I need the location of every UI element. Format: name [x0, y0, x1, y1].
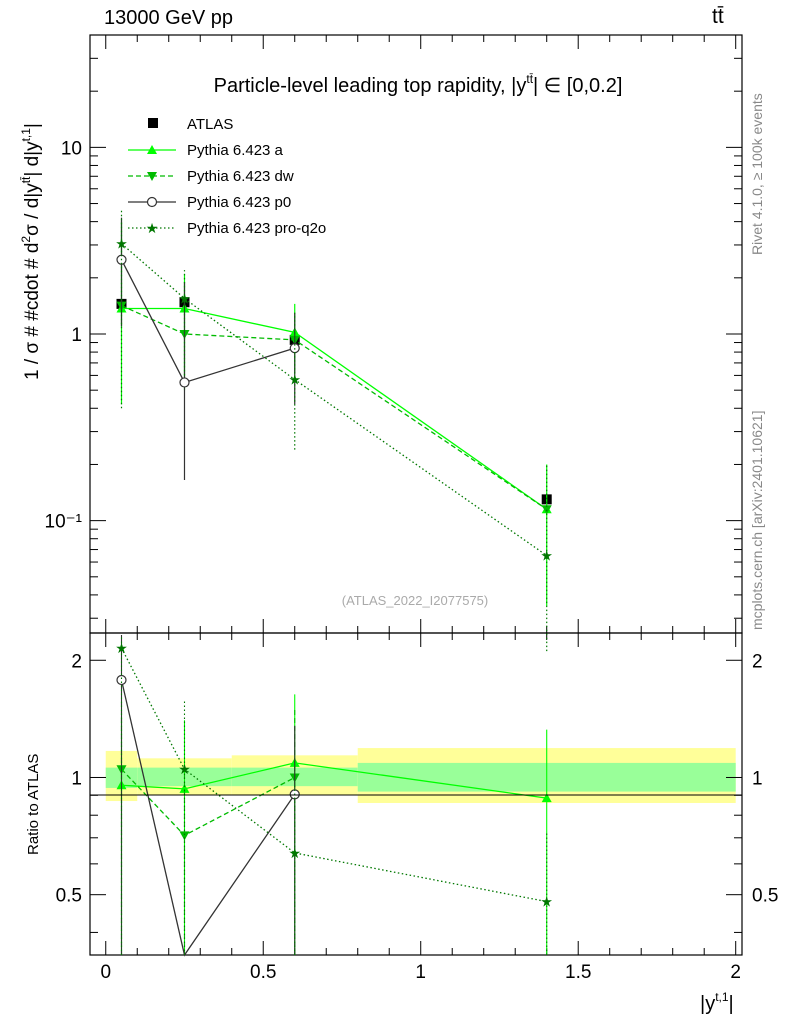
ratio-point-proq2o: ★	[178, 761, 191, 777]
ratio-line-p0	[120, 679, 296, 957]
legend-marker-dw	[147, 172, 157, 181]
legend-marker-p0	[146, 196, 158, 208]
ratio-y-tick-label-right: 1	[752, 768, 763, 789]
ratio-point-p0	[116, 674, 127, 686]
legend-label-dw: Pythia 6.423 dw	[187, 168, 294, 185]
legend-label-proq2o: Pythia 6.423 pro-q2o	[187, 220, 326, 237]
watermark: (ATLAS_2022_I2077575)	[342, 593, 488, 608]
y-axis-label: 1 / σ # #cdot # d2σ / d|ytt̄| d|yt,1|	[19, 123, 43, 380]
ratio-point-a	[179, 783, 190, 793]
ratio-y-tick-label-right: 2	[752, 651, 763, 672]
point-proq2o: ★	[288, 372, 301, 388]
mcplots-label: mcplots.cern.ch [arXiv:2401.10621]	[749, 411, 765, 630]
legend: ATLAS Pythia 6.423 a Pythia 6.423 dw Pyt…	[128, 116, 326, 237]
point-proq2o: ★	[115, 236, 128, 252]
ratio-panel-frame	[89, 632, 743, 956]
point-proq2o: ★	[540, 548, 553, 564]
ratio-point-a	[541, 793, 552, 803]
header-right: tt̄	[712, 5, 724, 28]
series-line-a	[121, 307, 548, 510]
x-tick-label: 0	[100, 962, 111, 983]
series-layer: ★ ★ ★ ★	[115, 210, 553, 652]
tick-layer: 0 0.5 1 1.5 2 10⁻¹ 1 10 0.5 0.5 1 1 2 2	[45, 34, 778, 983]
point-proq2o: ★	[178, 290, 191, 306]
legend-label-atlas: ATLAS	[187, 116, 233, 133]
x-tick-label: 1.5	[565, 962, 591, 983]
legend-label-p0: Pythia 6.423 p0	[187, 194, 291, 211]
point-p0	[179, 377, 190, 388]
ratio-y-tick-label: 1	[71, 768, 82, 789]
x-tick-label: 0.5	[250, 962, 276, 983]
ratio-line-proq2o	[120, 647, 547, 903]
y-tick-label: 10⁻¹	[45, 512, 83, 533]
x-tick-label: 1	[415, 962, 426, 983]
y-tick-label: 1	[71, 325, 82, 346]
ratio-y-tick-label: 2	[71, 651, 82, 672]
ratio-series-layer: ★ ★ ★ ★	[115, 635, 553, 957]
rivet-label: Rivet 4.1.0, ≥ 100k events	[749, 93, 765, 255]
header-left: 13000 GeV pp	[104, 7, 233, 29]
chart-title: Particle-level leading top rapidity, |yt…	[214, 72, 623, 97]
series-line-p0	[120, 259, 295, 384]
ratio-y-tick-label-right: 0.5	[752, 886, 778, 907]
ratio-point-dw	[179, 831, 190, 841]
legend-marker-proq2o: ★	[146, 220, 159, 236]
legend-marker-a	[147, 145, 157, 154]
x-axis-label: |yt,1|	[700, 990, 734, 1015]
ratio-line-a	[121, 762, 547, 799]
x-tick-label: 2	[730, 962, 741, 983]
ratio-y-label: Ratio to ATLAS	[25, 754, 42, 855]
ratio-point-proq2o: ★	[288, 845, 301, 861]
legend-label-a: Pythia 6.423 a	[187, 142, 284, 159]
ratio-point-proq2o: ★	[115, 640, 128, 656]
legend-marker-atlas	[148, 118, 158, 128]
ratio-point-proq2o: ★	[540, 894, 553, 910]
ratio-y-tick-label: 0.5	[56, 886, 82, 907]
y-tick-label: 10	[61, 138, 82, 159]
